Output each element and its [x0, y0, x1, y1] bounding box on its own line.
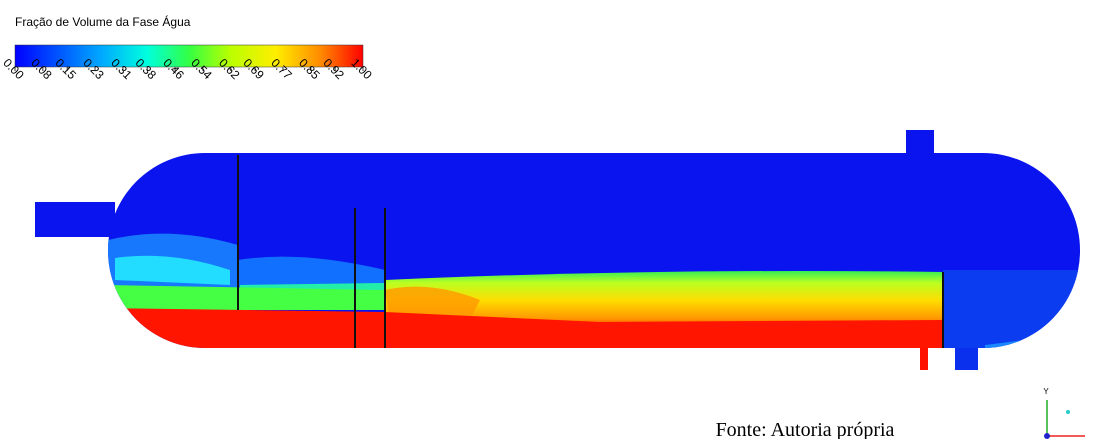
- colorbar-title: Fração de Volume da Fase Água: [15, 14, 191, 29]
- axis-triad: [1044, 400, 1085, 439]
- caption: Fonte: Autoria própria: [716, 419, 895, 439]
- triad-y-label: Y: [1043, 387, 1049, 396]
- vessel-contour: [35, 130, 1080, 370]
- colorbar: [14, 44, 364, 68]
